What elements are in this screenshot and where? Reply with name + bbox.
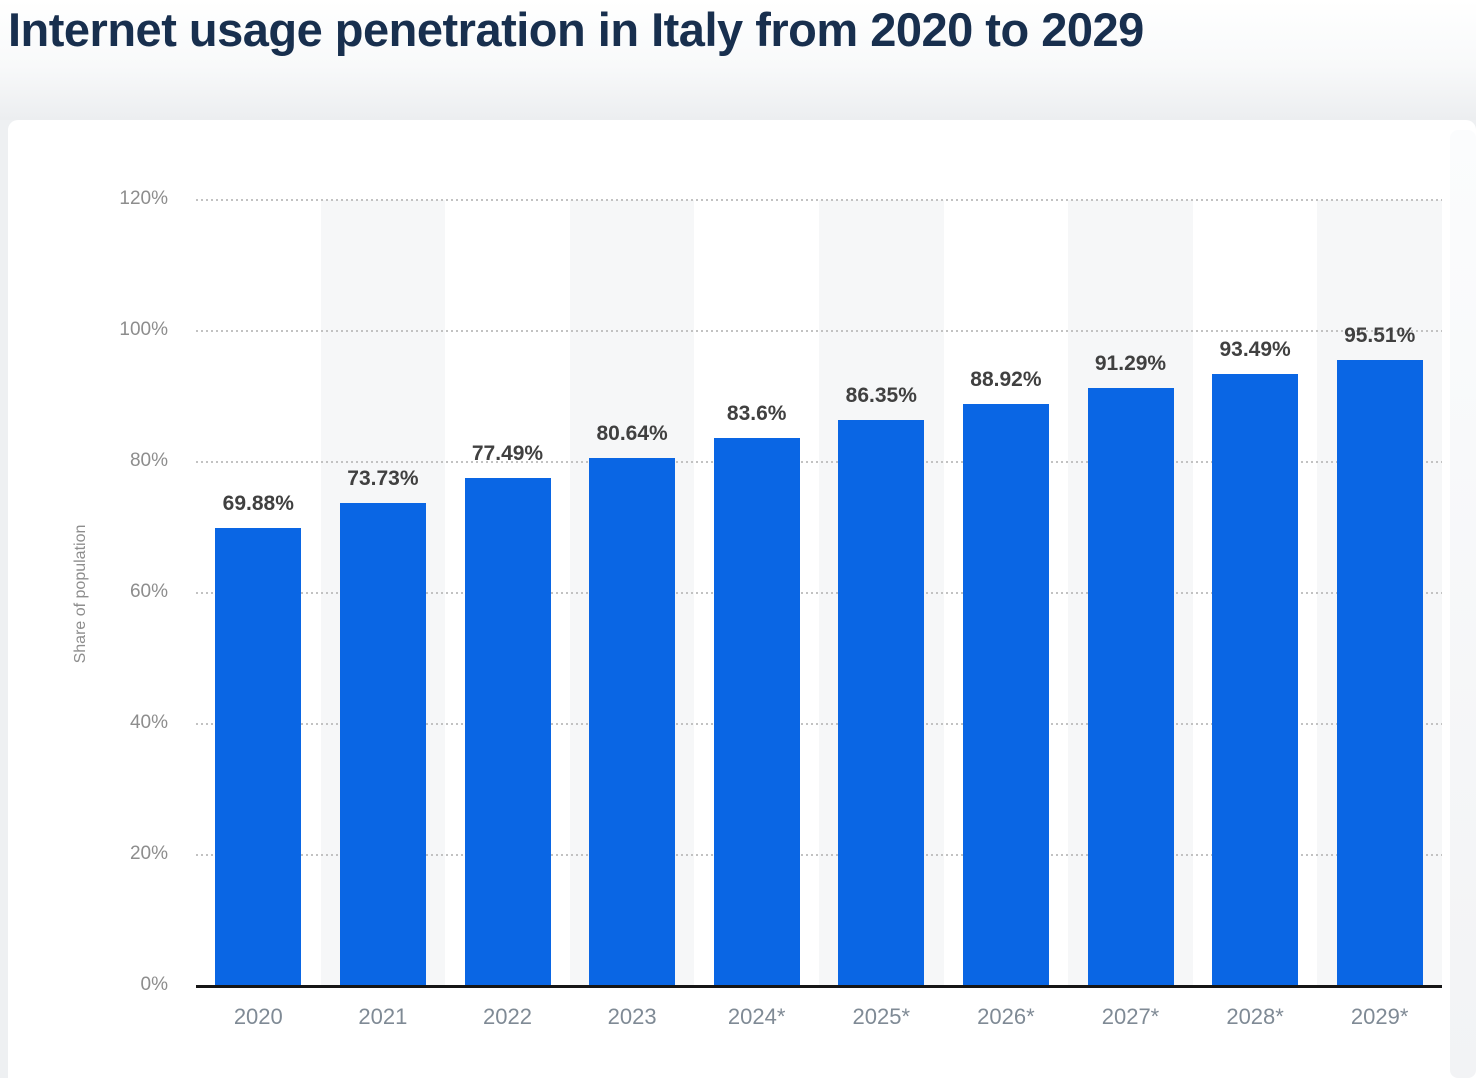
x-axis-label: 2020 <box>233 1004 283 1029</box>
page-header: Internet usage penetration in Italy from… <box>0 0 1476 120</box>
y-tick-label: 100% <box>119 319 168 340</box>
gridline <box>196 199 1442 201</box>
x-axis-label: 2026* <box>977 1004 1035 1029</box>
x-axis-label: 2023 <box>607 1004 657 1029</box>
x-axis-label: 2021 <box>358 1004 408 1029</box>
y-tick-label: 20% <box>129 843 168 864</box>
bar-2022[interactable] <box>464 478 551 986</box>
gridline <box>196 723 1442 725</box>
bar-value-label: 91.29% <box>1094 352 1167 376</box>
x-axis-label: 2024* <box>727 1004 786 1029</box>
bar-2026[interactable] <box>962 403 1049 986</box>
y-tick-label: 0% <box>140 974 168 995</box>
bar-2024[interactable] <box>713 438 800 986</box>
x-axis-label: 2028* <box>1226 1004 1284 1029</box>
x-axis-line <box>196 985 1442 988</box>
bar-value-label: 73.73% <box>347 467 419 491</box>
bar-2020[interactable] <box>215 528 302 986</box>
page-title: Internet usage penetration in Italy from… <box>8 3 1144 56</box>
bar-value-label: 88.92% <box>970 367 1042 391</box>
bar-value-label: 95.51% <box>1344 324 1416 348</box>
bar-2027[interactable] <box>1087 388 1174 986</box>
bar-2023[interactable] <box>589 457 676 986</box>
bar-value-label: 83.6% <box>726 402 787 426</box>
y-tick-label: 60% <box>129 581 168 602</box>
x-axis-label: 2027* <box>1101 1004 1160 1029</box>
y-tick-label: 80% <box>129 450 168 471</box>
bar-value-label: 80.64% <box>596 421 668 445</box>
right-scrollbar-area[interactable] <box>1450 130 1476 1078</box>
gridline <box>196 461 1442 463</box>
x-axis-label: 2022 <box>483 1004 532 1029</box>
y-tick-label: 120% <box>119 188 168 209</box>
bar-value-label: 77.49% <box>471 442 544 466</box>
y-tick-label: 40% <box>129 712 168 733</box>
x-axis-label: 2029* <box>1350 1004 1409 1029</box>
bar-2029[interactable] <box>1336 360 1423 986</box>
bar-value-label: 93.49% <box>1219 337 1291 361</box>
x-axis-label: 2025* <box>852 1004 911 1029</box>
bar-value-label: 86.35% <box>845 384 917 408</box>
gridline <box>196 854 1442 856</box>
bar-2025[interactable] <box>838 420 925 986</box>
bar-2021[interactable] <box>339 503 426 986</box>
bar-2028[interactable] <box>1212 373 1299 986</box>
bar-value-label: 69.88% <box>222 492 294 516</box>
gridline <box>196 592 1442 594</box>
gridline <box>196 330 1442 332</box>
